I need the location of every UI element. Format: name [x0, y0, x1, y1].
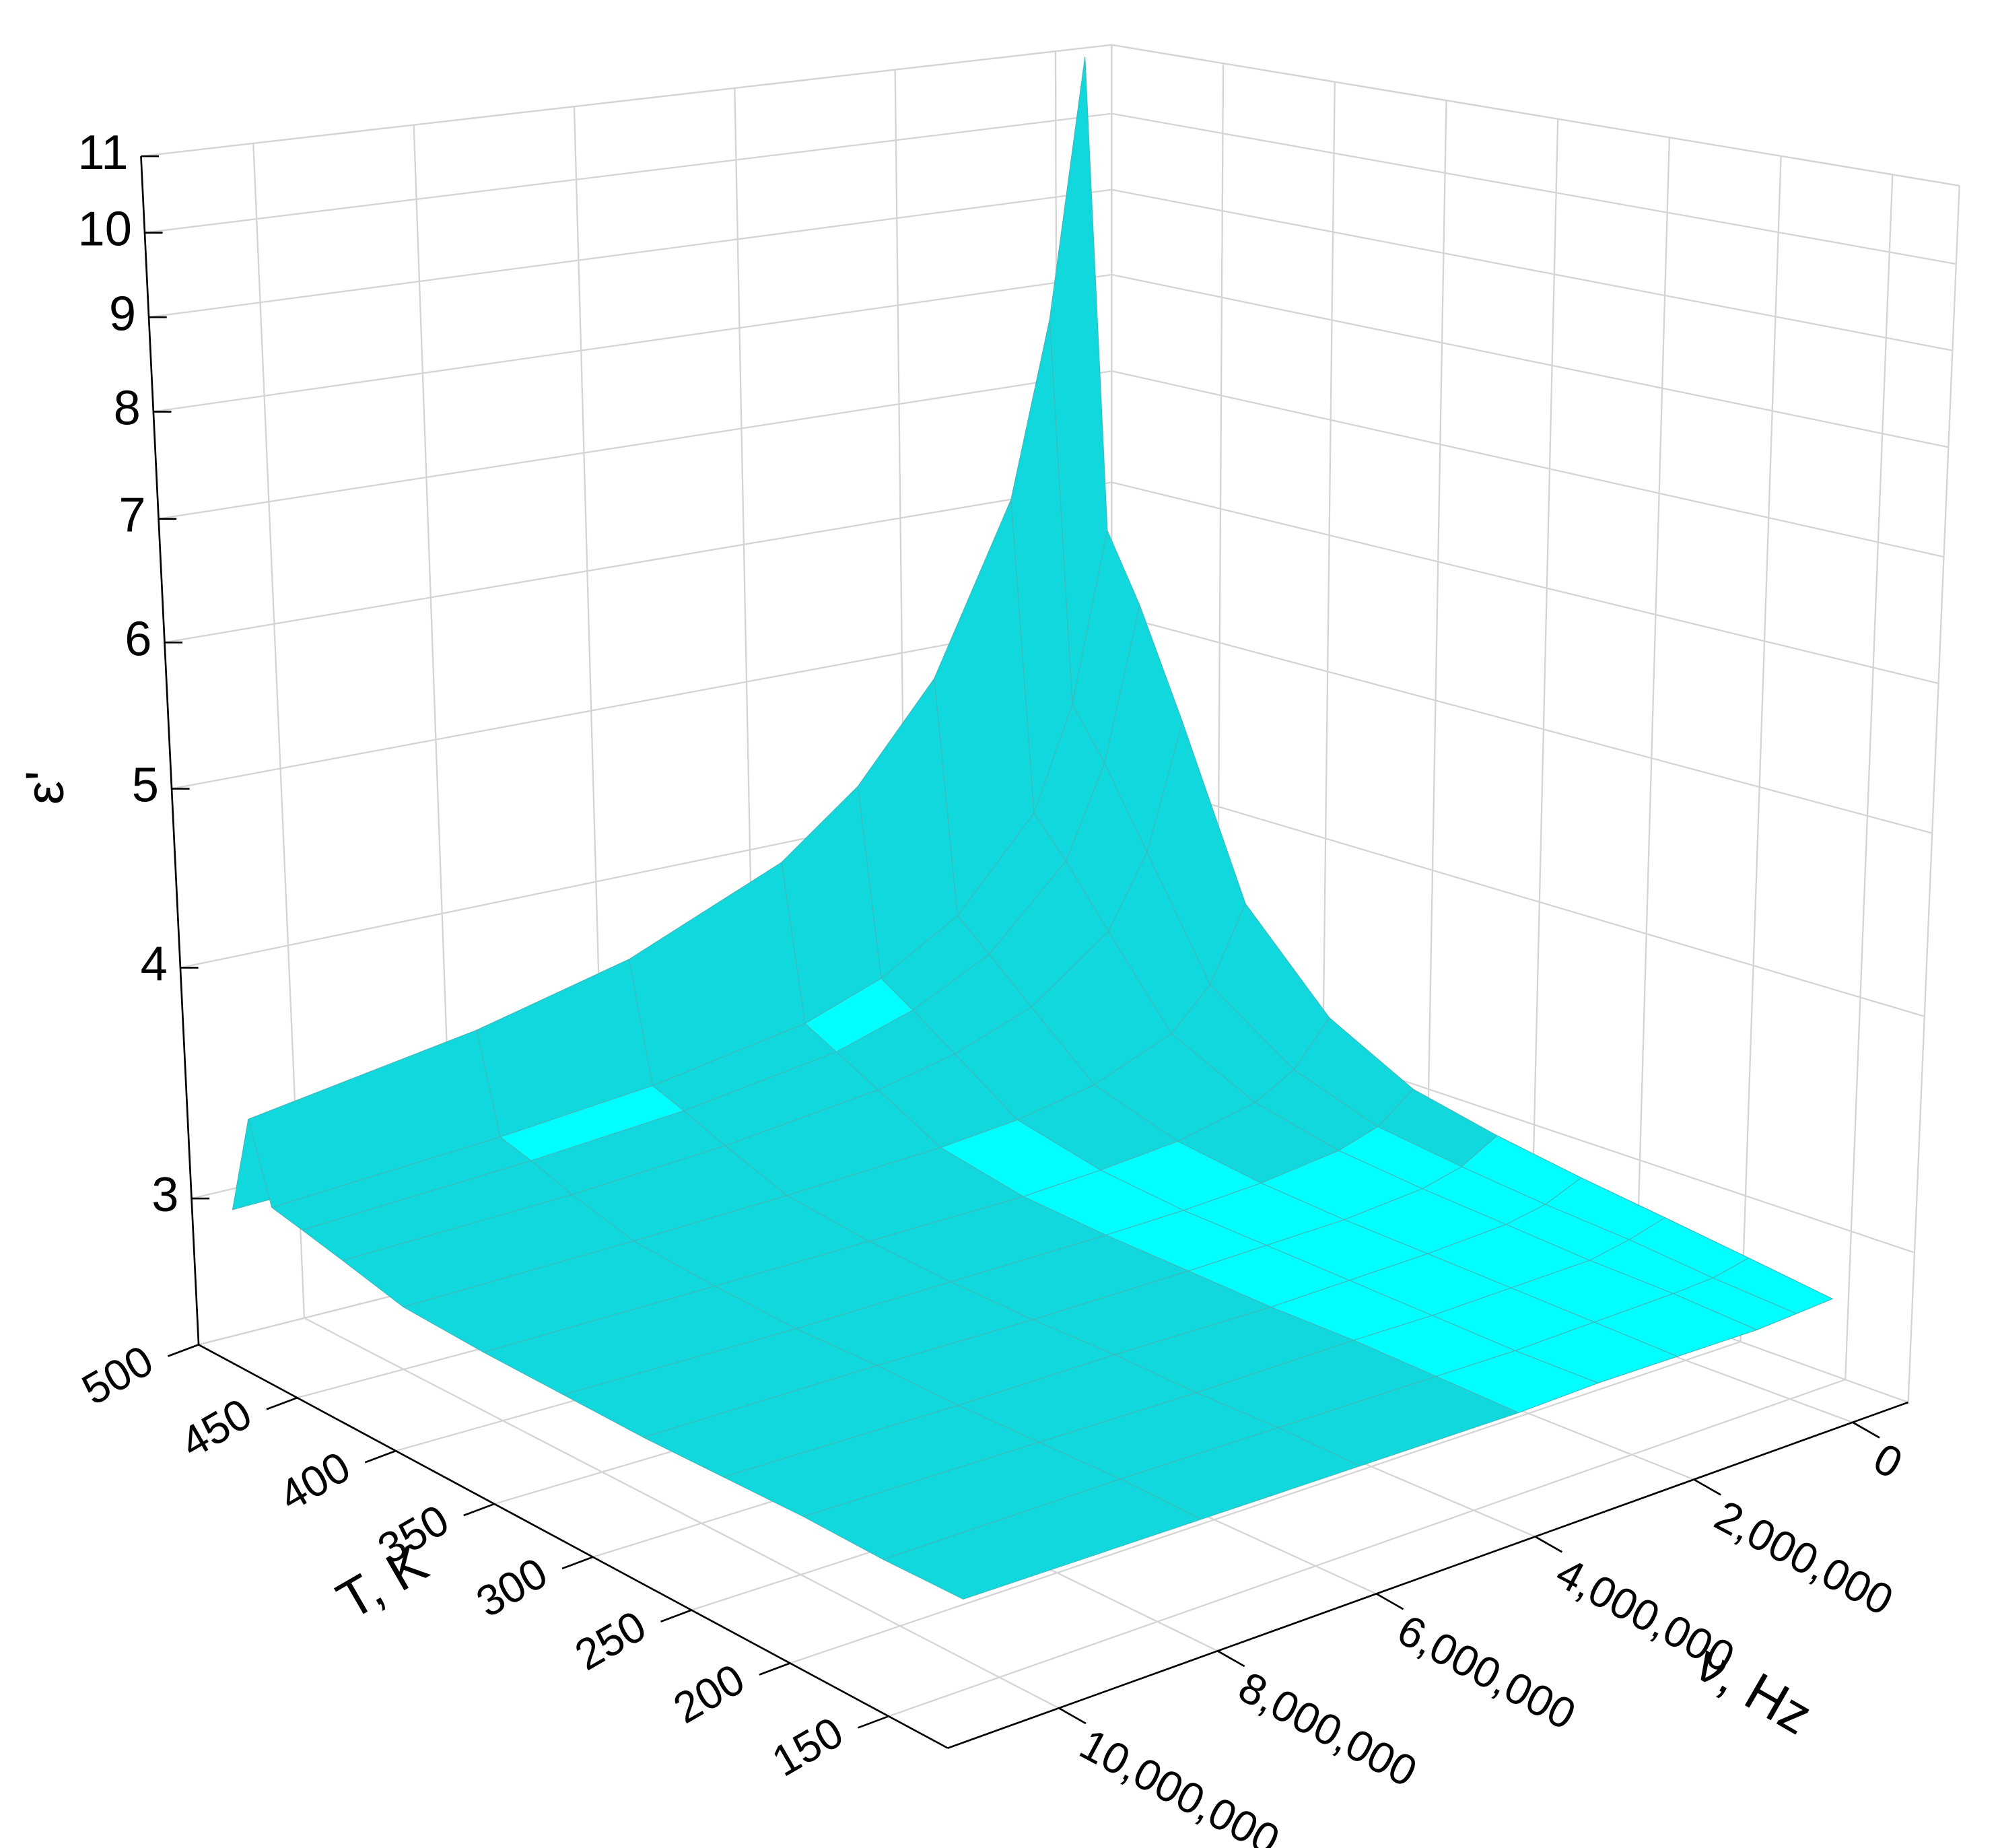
- z-tick-label: 9: [109, 287, 136, 341]
- y-tick-label: 6,000,000: [1389, 1605, 1583, 1739]
- y-tick: [1693, 1478, 1721, 1496]
- z-axis-title: ε': [15, 770, 75, 805]
- wall-grid-line: [164, 481, 1112, 644]
- y-tick-label: 2,000,000: [1707, 1491, 1901, 1624]
- floor-grid-line: [790, 1340, 1741, 1664]
- wall-grid-line: [1320, 81, 1336, 1190]
- wall-grid-line: [1111, 189, 1953, 351]
- z-tick-label: 4: [141, 937, 168, 991]
- x-tick: [857, 1715, 889, 1729]
- floor-grid-line: [304, 1317, 1060, 1709]
- wall-grid-line: [1111, 112, 1957, 265]
- x-tick-label: 400: [271, 1441, 358, 1520]
- x-tick-label: 500: [73, 1336, 161, 1414]
- wall-grid-line: [1739, 156, 1782, 1342]
- floor-grid-line: [888, 1379, 1846, 1717]
- x-tick-label: 200: [665, 1654, 753, 1733]
- wall-grid-line: [1634, 137, 1671, 1304]
- y-tick-label: 8,000,000: [1231, 1662, 1424, 1796]
- x-tick-label: 150: [763, 1707, 851, 1785]
- wall-grid-line: [1111, 481, 1939, 685]
- surface: [232, 57, 1833, 1600]
- wall-grid-line: [1111, 613, 1933, 834]
- wall-grid-line: [144, 112, 1112, 234]
- x-tick: [759, 1662, 791, 1676]
- x-tick: [463, 1503, 495, 1517]
- box-edge: [141, 44, 1112, 158]
- wall-grid-line: [153, 273, 1112, 413]
- x-tick: [167, 1344, 199, 1357]
- wall-grid-line: [1111, 774, 1925, 1017]
- x-tick-label: 450: [172, 1388, 260, 1467]
- z-tick-label: 5: [132, 759, 159, 813]
- surface-patch: [883, 1478, 1202, 1600]
- y-axis: [947, 1401, 1909, 1749]
- wall-grid-line: [158, 370, 1112, 520]
- x-tick-label: 250: [567, 1601, 654, 1680]
- wall-grid-line: [1845, 174, 1894, 1380]
- wall-grid-line: [1425, 100, 1447, 1228]
- box-edge: [1907, 185, 1960, 1403]
- y-tick-label: 10,000,000: [1072, 1719, 1288, 1848]
- z-tick-label: 11: [77, 126, 128, 180]
- wall-grid-line: [1111, 273, 1949, 448]
- x-tick: [660, 1609, 692, 1622]
- y-axis-title: ν, Hz: [1686, 1633, 1822, 1746]
- x-tick: [561, 1556, 594, 1570]
- y-tick: [1217, 1650, 1245, 1668]
- z-tick-label: 10: [78, 203, 132, 256]
- x-axis: [198, 1344, 949, 1749]
- z-tick-label: 7: [118, 489, 145, 543]
- z-tick-label: 8: [114, 382, 141, 436]
- wall-grid-line: [1530, 118, 1559, 1266]
- z-axis: [140, 156, 200, 1345]
- y-tick-label: 0: [1866, 1433, 1910, 1488]
- wall-grid-line: [1111, 370, 1944, 558]
- y-tick: [1852, 1421, 1880, 1439]
- x-tick-label: 300: [468, 1548, 555, 1627]
- y-tick: [1058, 1707, 1087, 1725]
- z-tick-label: 6: [125, 612, 151, 666]
- x-tick: [364, 1449, 397, 1464]
- x-tick: [266, 1396, 298, 1410]
- box-edge: [1111, 44, 1960, 186]
- y-tick: [1375, 1593, 1404, 1610]
- y-tick: [1534, 1536, 1563, 1553]
- z-tick-label: 3: [151, 1168, 178, 1222]
- wall-grid-line: [148, 189, 1112, 318]
